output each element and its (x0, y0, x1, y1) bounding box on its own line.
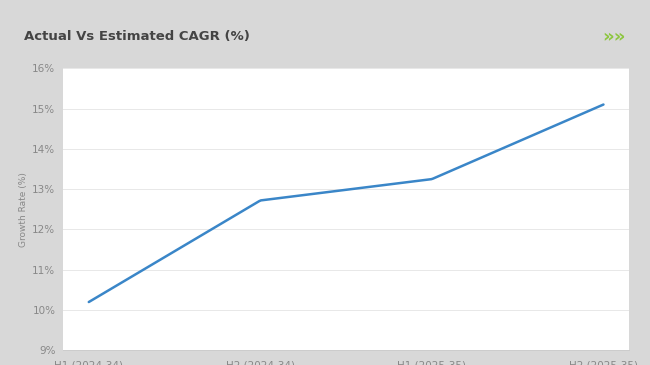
Text: »»: »» (603, 28, 626, 46)
Y-axis label: Growth Rate (%): Growth Rate (%) (19, 172, 28, 247)
Text: Actual Vs Estimated CAGR (%): Actual Vs Estimated CAGR (%) (23, 30, 250, 43)
